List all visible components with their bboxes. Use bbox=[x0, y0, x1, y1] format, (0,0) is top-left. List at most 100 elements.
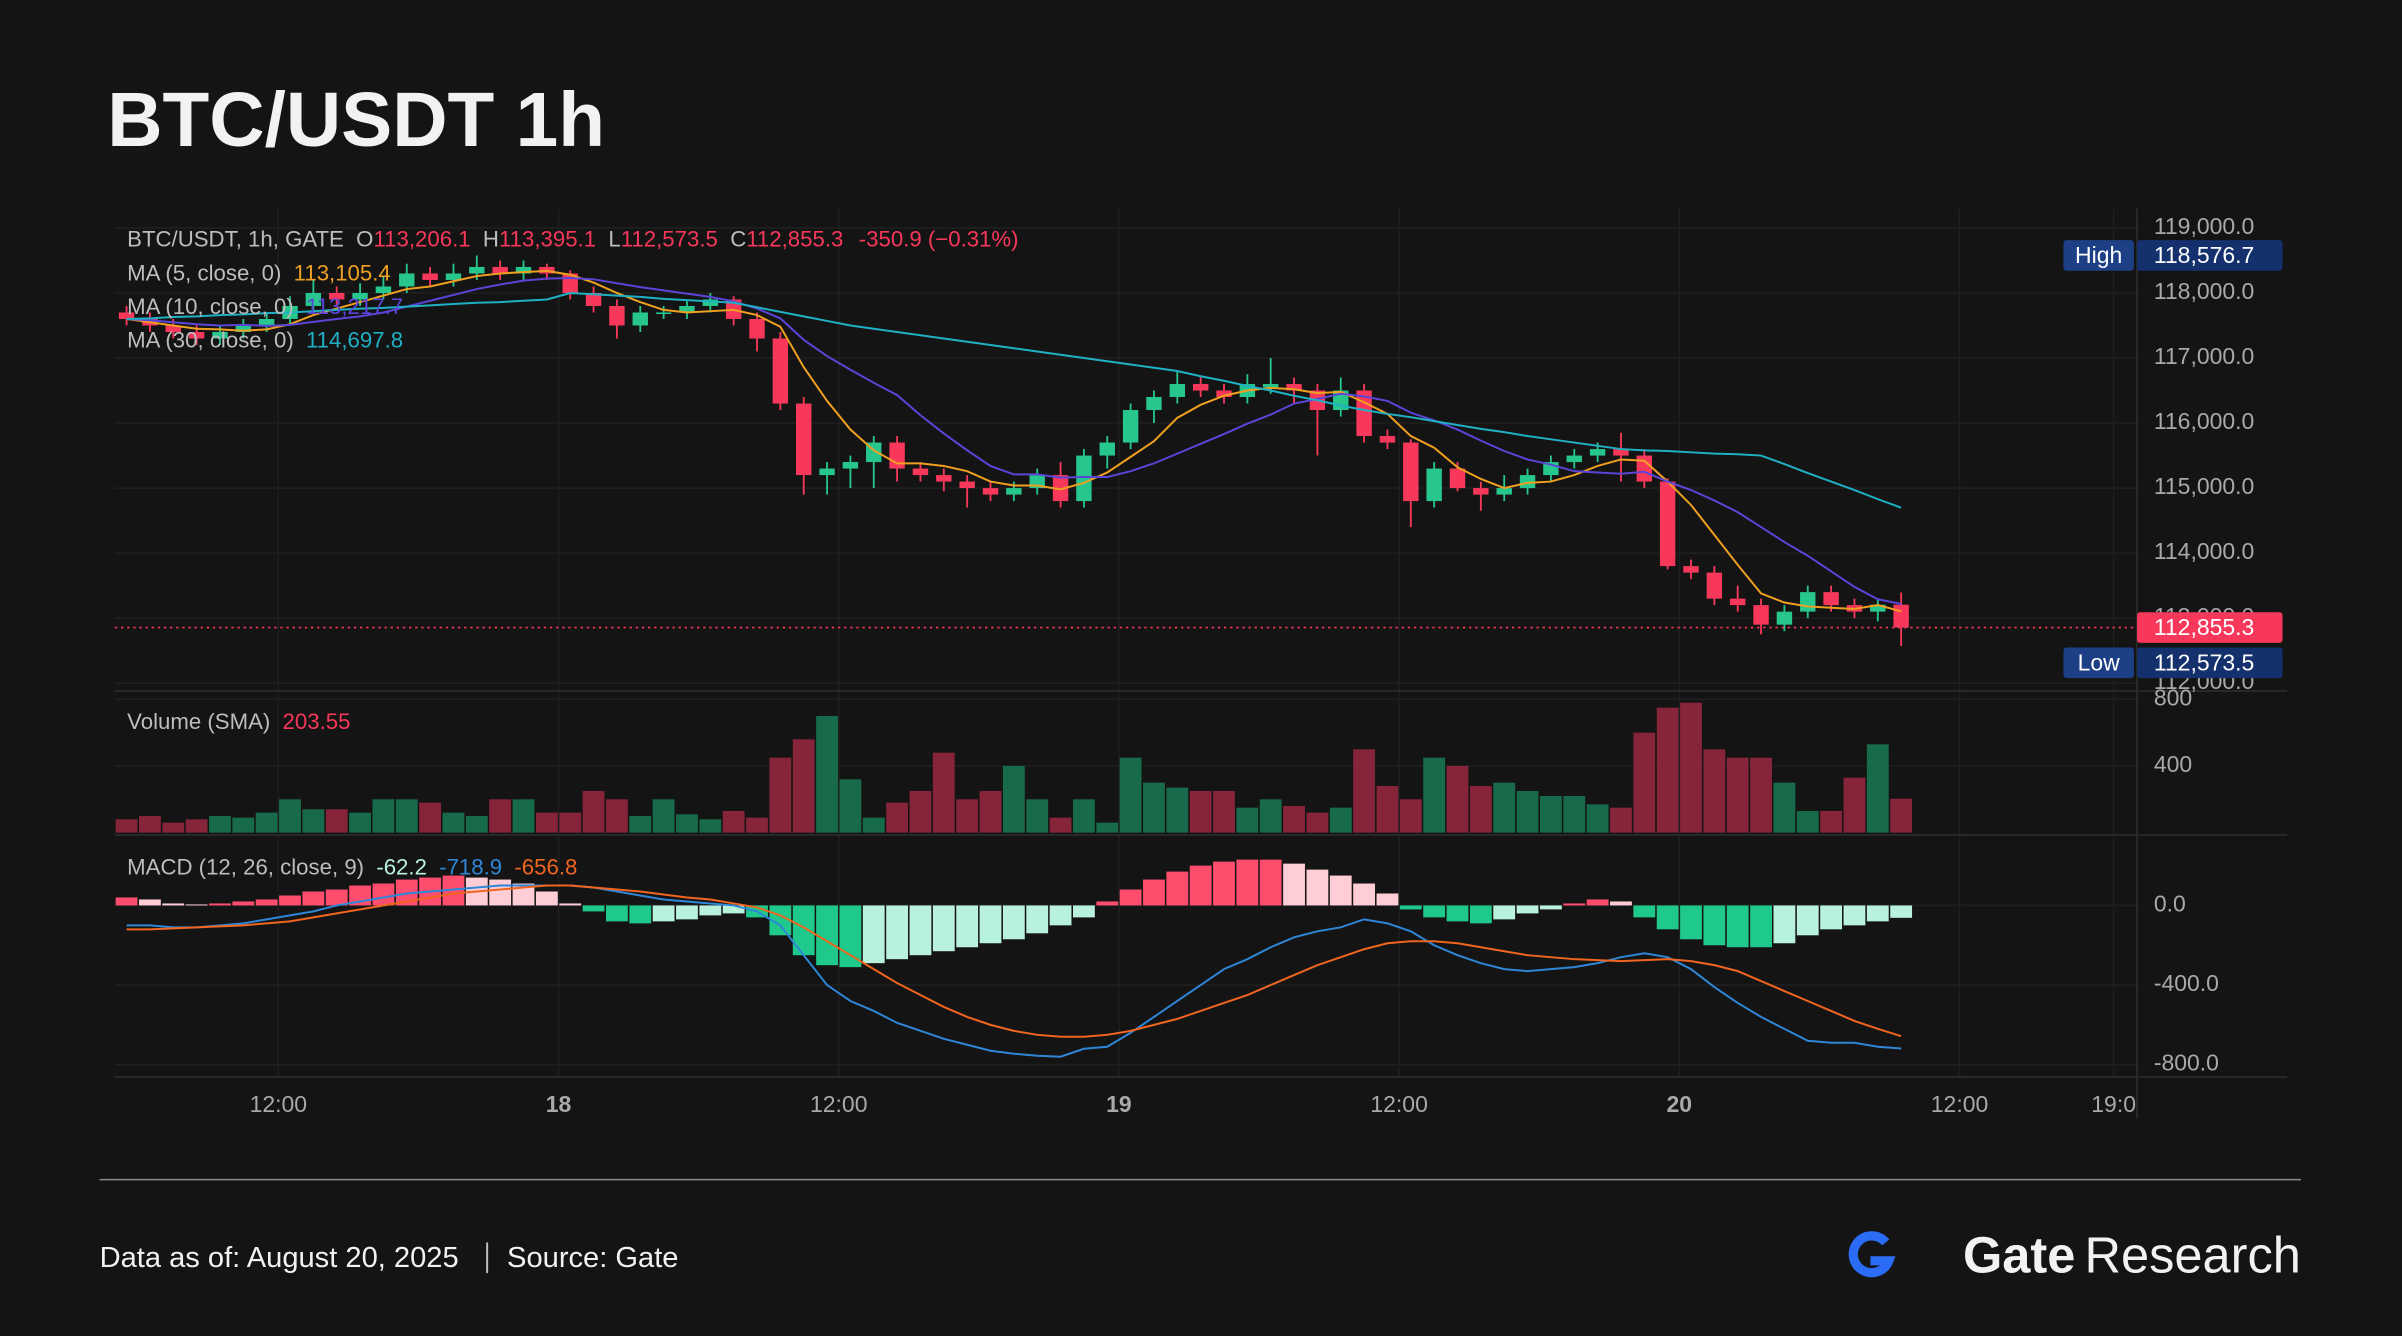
volume-bar bbox=[1703, 749, 1726, 833]
price-tag-label: 112,573.5 bbox=[2154, 649, 2254, 675]
candle-body bbox=[305, 292, 322, 306]
macd-histogram-bar bbox=[699, 905, 722, 916]
volume-bar bbox=[1773, 782, 1796, 833]
candle-body bbox=[1776, 611, 1793, 625]
macd-histogram-bar bbox=[1586, 899, 1609, 906]
candle-body bbox=[329, 292, 345, 300]
data-date: Data as of: August 20, 2025 bbox=[100, 1242, 459, 1274]
candle-body bbox=[1146, 397, 1162, 411]
y-tick-label: 116,000.0 bbox=[2154, 408, 2254, 434]
candle-body bbox=[1426, 468, 1442, 502]
candle-body bbox=[1683, 566, 1699, 573]
candle-body bbox=[375, 286, 392, 293]
volume-bar bbox=[419, 802, 442, 833]
candle-body bbox=[1519, 475, 1536, 489]
macd-histogram-bar bbox=[302, 891, 325, 906]
candle-body bbox=[1870, 604, 1886, 612]
candle-body bbox=[702, 299, 719, 306]
candle-body bbox=[632, 312, 648, 326]
ohlc-legend: BTC/USDT, 1h, GATE O113,206.1 H113,395.1… bbox=[127, 226, 1018, 251]
volume-bar bbox=[1002, 765, 1025, 833]
volume-bar bbox=[792, 739, 815, 833]
ma-line bbox=[126, 291, 1902, 509]
price-tag-name: High bbox=[2075, 242, 2122, 268]
macd-histogram-bar bbox=[1703, 905, 1726, 946]
volume-bar bbox=[606, 799, 628, 833]
marks bbox=[115, 255, 1913, 1058]
candle-body bbox=[492, 266, 508, 274]
volume-bar bbox=[886, 802, 909, 833]
y-tick-label: 114,000.0 bbox=[2154, 538, 2254, 564]
volume-bar bbox=[816, 715, 838, 833]
candle-body bbox=[188, 331, 205, 339]
x-tick-label: 12:00 bbox=[250, 1091, 307, 1117]
candle-body bbox=[212, 331, 228, 339]
field-key: O bbox=[356, 226, 373, 251]
data-source: Source: Gate bbox=[507, 1242, 678, 1274]
macd-histogram-bar bbox=[1143, 879, 1165, 906]
candle-body bbox=[422, 273, 438, 280]
macd-histogram-bar bbox=[1096, 901, 1119, 906]
candle-body bbox=[1753, 605, 1769, 625]
legend-value: 203.55 bbox=[283, 709, 351, 734]
candle-body bbox=[515, 266, 532, 274]
volume-bar bbox=[535, 812, 558, 833]
macd-histogram-bar bbox=[1376, 893, 1399, 906]
candle-body bbox=[1473, 488, 1489, 495]
price-tag bbox=[2136, 612, 2283, 643]
volume-bar bbox=[652, 799, 675, 833]
candle-body bbox=[1169, 384, 1186, 398]
volume-bar bbox=[1750, 757, 1772, 833]
macd-histogram-bar bbox=[1890, 905, 1913, 918]
macd-histogram-bar bbox=[1423, 905, 1446, 918]
field-key: L bbox=[608, 226, 620, 251]
volume-bar bbox=[1096, 822, 1119, 833]
volume-bar bbox=[279, 799, 301, 833]
candle-body bbox=[445, 273, 462, 280]
volume-bar bbox=[489, 799, 512, 833]
macd-histogram-bar bbox=[839, 905, 862, 968]
price-tag bbox=[2136, 647, 2283, 679]
macd-histogram-bar bbox=[932, 905, 955, 952]
candle-body bbox=[819, 468, 835, 476]
y-tick-label: 119,000.0 bbox=[2154, 213, 2254, 239]
macd-histogram-bar bbox=[255, 899, 278, 906]
candle-body bbox=[1589, 449, 1606, 456]
macd-histogram-bar bbox=[1353, 883, 1376, 906]
candle-body bbox=[982, 488, 999, 495]
candle-body bbox=[609, 305, 625, 326]
x-tick-label: 12:00 bbox=[810, 1091, 867, 1117]
macd-histogram-bar bbox=[1469, 905, 1492, 924]
volume-bar bbox=[1820, 810, 1843, 833]
candle-body bbox=[1356, 390, 1372, 437]
volume-bar bbox=[746, 817, 768, 833]
volume-bar bbox=[1680, 702, 1702, 833]
volume-bar bbox=[1539, 795, 1562, 833]
volume-bar bbox=[1236, 807, 1259, 833]
candle-body bbox=[118, 312, 135, 319]
candle-body bbox=[585, 292, 602, 306]
candle-body bbox=[1659, 481, 1676, 567]
macd-histogram-bar bbox=[185, 904, 208, 906]
macd-histogram-bar bbox=[209, 903, 231, 906]
volume-bar bbox=[769, 757, 792, 833]
price-tag-name-box bbox=[2063, 647, 2134, 679]
field-key: C bbox=[730, 226, 746, 251]
candle-body bbox=[1006, 488, 1022, 495]
symbol: BTC/USDT, 1h, GATE bbox=[127, 226, 344, 251]
macd-histogram-bar bbox=[1213, 861, 1235, 906]
y-tick-label: 117,000.0 bbox=[2154, 343, 2254, 369]
candle-body bbox=[469, 266, 485, 274]
macd-histogram-bar bbox=[979, 905, 1002, 944]
price-tag-label: 112,855.3 bbox=[2154, 614, 2254, 640]
price-tag-label: 118,576.7 bbox=[2154, 242, 2254, 268]
ma-legend: MA (5, close, 0) 113,105.4 bbox=[127, 260, 391, 285]
volume-bar bbox=[862, 817, 885, 833]
macd-histogram-bar bbox=[1680, 905, 1702, 940]
macd-histogram-bar bbox=[232, 901, 255, 906]
macd-histogram-bar bbox=[606, 905, 628, 922]
macd-histogram-bar bbox=[1633, 905, 1656, 918]
x-tick-label: 19:0 bbox=[2091, 1091, 2136, 1117]
price-tags: 112,855.3 118,576.7 High 112,573.5 Low bbox=[114, 240, 2283, 679]
legend-name: MA (30, close, 0) bbox=[127, 328, 294, 353]
